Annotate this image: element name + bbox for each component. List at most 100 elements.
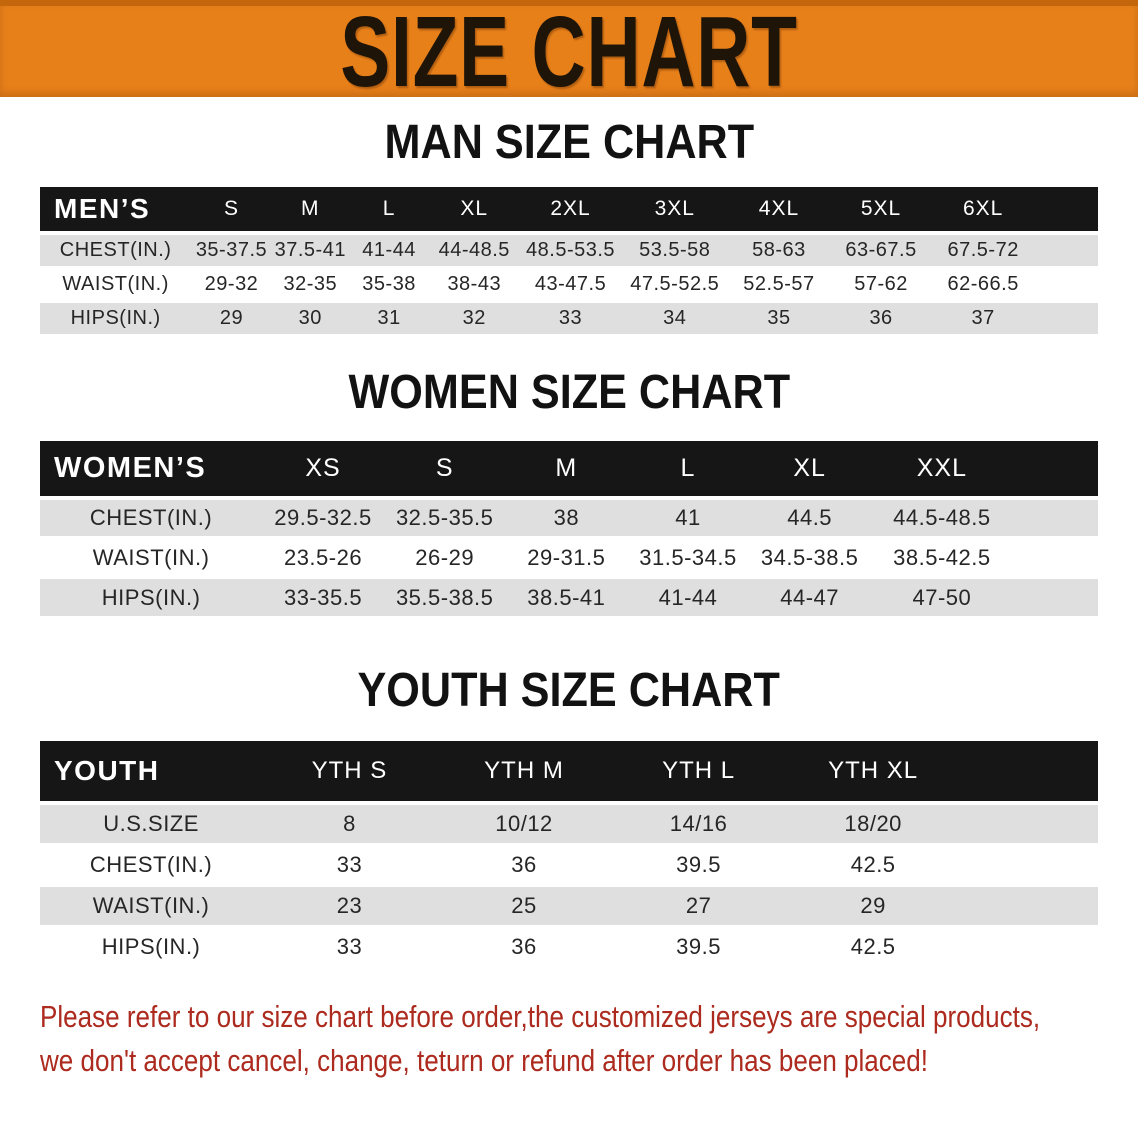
size-value-cell: 37.5-41 bbox=[271, 233, 349, 269]
measurement-row: CHEST(IN.) 35-37.5 37.5-41 41-44 44-48.5 48.5… bbox=[40, 233, 1098, 269]
size-value-cell: 44.5 bbox=[748, 497, 871, 539]
size-column-header: YTH XL bbox=[785, 741, 961, 805]
measurement-row-label: CHEST(IN.) bbox=[40, 497, 263, 539]
size-value-cell: 53.5-58 bbox=[621, 233, 728, 269]
size-value-cell: 33 bbox=[262, 926, 437, 969]
size-value-cell: 44-48.5 bbox=[429, 233, 520, 269]
size-value-cell: 31 bbox=[348, 301, 430, 337]
measurement-row-label: HIPS(IN.) bbox=[40, 301, 192, 337]
measurement-row-label: HIPS(IN.) bbox=[40, 577, 263, 619]
measurement-row: CHEST(IN.) 29.5-32.5 32.5-35.5 38 41 44.5 44.5… bbox=[40, 497, 1098, 539]
size-column-header: M bbox=[505, 440, 628, 500]
man-size-chart-heading: MAN SIZE CHART bbox=[384, 116, 754, 169]
size-value-cell: 44-47 bbox=[748, 577, 871, 619]
size-column-header: XL bbox=[748, 440, 871, 500]
measurement-row: HIPS(IN.) 33-35.5 35.5-38.5 38.5-41 41-44 44-… bbox=[40, 577, 1098, 619]
measurement-row-label: HIPS(IN.) bbox=[40, 926, 263, 969]
size-value-cell: 35 bbox=[727, 301, 831, 337]
size-value-cell: 31.5-34.5 bbox=[627, 537, 749, 579]
size-chart-banner: SIZE CHART bbox=[0, 0, 1138, 108]
size-value-cell: 35.5-38.5 bbox=[383, 577, 506, 619]
filler-cell bbox=[1013, 440, 1098, 500]
size-value-cell: 23 bbox=[262, 885, 437, 928]
size-value-cell: 38.5-41 bbox=[505, 577, 628, 619]
size-value-cell: 36 bbox=[436, 844, 612, 887]
size-value-cell: 38-43 bbox=[429, 267, 520, 303]
measurement-row: HIPS(IN.) 29 30 31 32 33 34 35 36 37 bbox=[40, 301, 1098, 337]
size-column-header: S bbox=[191, 187, 272, 235]
size-value-cell: 33-35.5 bbox=[262, 577, 384, 619]
size-column-header: YTH S bbox=[262, 741, 437, 805]
size-value-cell: 42.5 bbox=[785, 926, 961, 969]
size-column-header: XL bbox=[429, 187, 520, 235]
size-column-header: 5XL bbox=[830, 187, 932, 235]
size-header-row: WOMEN’S XS S M L XL XXL bbox=[40, 440, 1098, 500]
size-value-cell: 41-44 bbox=[627, 577, 749, 619]
youth-size-chart-heading-row: YOUTH SIZE CHART bbox=[0, 667, 1138, 715]
size-value-cell: 47.5-52.5 bbox=[621, 267, 728, 303]
filler-cell bbox=[960, 803, 1098, 846]
filler-cell bbox=[960, 844, 1098, 887]
size-value-cell: 32.5-35.5 bbox=[383, 497, 506, 539]
size-column-header: XS bbox=[262, 440, 384, 500]
disclaimer-line-2: we don't accept cancel, change, teturn o… bbox=[40, 1042, 929, 1078]
women-size-table: WOMEN’S XS S M L XL XXL CHEST(IN.) 29.5-32.5 32.5… bbox=[40, 440, 1098, 619]
disclaimer-line-1: Please refer to our size chart before or… bbox=[40, 998, 1041, 1034]
size-value-cell: 29-31.5 bbox=[505, 537, 628, 579]
size-value-cell: 34 bbox=[621, 301, 728, 337]
measurement-row-label: CHEST(IN.) bbox=[40, 233, 192, 269]
size-column-header: L bbox=[348, 187, 430, 235]
size-value-cell: 48.5-53.5 bbox=[519, 233, 622, 269]
size-value-cell: 32 bbox=[429, 301, 520, 337]
measurement-row-label: WAIST(IN.) bbox=[40, 885, 263, 928]
table-corner-label: YOUTH bbox=[40, 741, 263, 805]
measurement-row: WAIST(IN.) 23.5-26 26-29 29-31.5 31.5-34.5 34… bbox=[40, 537, 1098, 579]
size-column-header: XXL bbox=[870, 440, 1014, 500]
filler-cell bbox=[1034, 233, 1098, 269]
measurement-row: HIPS(IN.) 33 36 39.5 42.5 bbox=[40, 926, 1098, 969]
size-value-cell: 63-67.5 bbox=[830, 233, 932, 269]
size-value-cell: 38 bbox=[505, 497, 628, 539]
size-header-row: YOUTH YTH S YTH M YTH L YTH XL bbox=[40, 741, 1098, 805]
size-value-cell: 35-37.5 bbox=[191, 233, 272, 269]
table-corner-label: WOMEN’S bbox=[40, 440, 263, 500]
size-value-cell: 39.5 bbox=[611, 926, 786, 969]
size-value-cell: 36 bbox=[436, 926, 612, 969]
size-value-cell: 23.5-26 bbox=[262, 537, 384, 579]
size-column-header: YTH L bbox=[611, 741, 786, 805]
size-value-cell: 34.5-38.5 bbox=[748, 537, 871, 579]
size-value-cell: 58-63 bbox=[727, 233, 831, 269]
size-column-header: L bbox=[627, 440, 749, 500]
size-value-cell: 27 bbox=[611, 885, 786, 928]
filler-cell bbox=[1013, 577, 1098, 619]
size-chart-banner-title: SIZE CHART bbox=[340, 0, 798, 108]
size-value-cell: 29 bbox=[191, 301, 272, 337]
size-value-cell: 41 bbox=[627, 497, 749, 539]
size-value-cell: 8 bbox=[262, 803, 437, 846]
size-value-cell: 29-32 bbox=[191, 267, 272, 303]
measurement-row-label: WAIST(IN.) bbox=[40, 267, 192, 303]
size-value-cell: 37 bbox=[931, 301, 1035, 337]
size-value-cell: 39.5 bbox=[611, 844, 786, 887]
size-value-cell: 26-29 bbox=[383, 537, 506, 579]
size-value-cell: 29.5-32.5 bbox=[262, 497, 384, 539]
size-column-header: M bbox=[271, 187, 349, 235]
size-column-header: 6XL bbox=[931, 187, 1035, 235]
size-value-cell: 32-35 bbox=[271, 267, 349, 303]
youth-size-table: YOUTH YTH S YTH M YTH L YTH XL U.S.SIZE 8 10/12… bbox=[40, 741, 1098, 969]
size-value-cell: 35-38 bbox=[348, 267, 430, 303]
measurement-row: CHEST(IN.) 33 36 39.5 42.5 bbox=[40, 844, 1098, 887]
measurement-row-label: CHEST(IN.) bbox=[40, 844, 263, 887]
size-value-cell: 38.5-42.5 bbox=[870, 537, 1014, 579]
measurement-row-label: WAIST(IN.) bbox=[40, 537, 263, 579]
youth-size-chart-heading: YOUTH SIZE CHART bbox=[357, 664, 781, 717]
size-column-header: YTH M bbox=[436, 741, 612, 805]
size-value-cell: 67.5-72 bbox=[931, 233, 1035, 269]
measurement-row: WAIST(IN.) 23 25 27 29 bbox=[40, 885, 1098, 928]
measurement-row-label: U.S.SIZE bbox=[40, 803, 263, 846]
size-value-cell: 14/16 bbox=[611, 803, 786, 846]
women-size-chart-heading-row: WOMEN SIZE CHART bbox=[0, 368, 1138, 417]
filler-cell bbox=[1013, 497, 1098, 539]
filler-cell bbox=[1034, 267, 1098, 303]
